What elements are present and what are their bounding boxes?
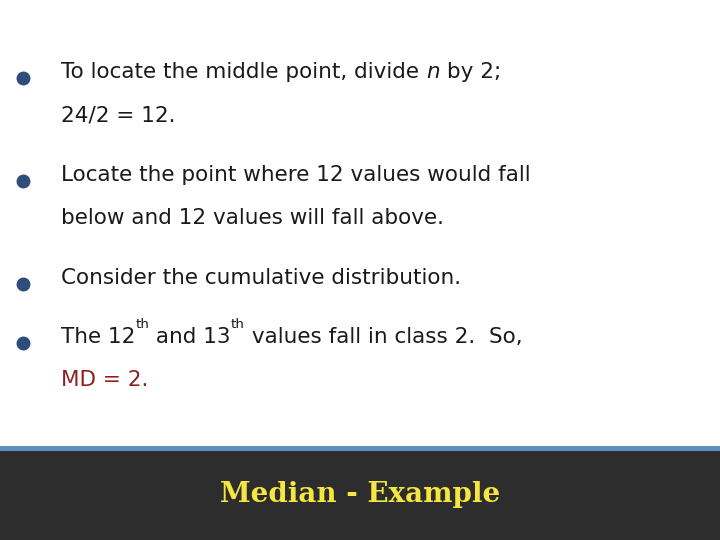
Text: MD = 2.: MD = 2. (61, 370, 148, 390)
Text: below and 12 values will fall above.: below and 12 values will fall above. (61, 208, 444, 228)
Text: and 13: and 13 (150, 327, 231, 347)
Text: th: th (231, 318, 245, 331)
Text: by 2;: by 2; (440, 62, 501, 82)
Text: 24/2 = 12.: 24/2 = 12. (61, 105, 176, 125)
Text: th: th (135, 318, 150, 331)
Bar (0, 446, 720, 451)
Text: values fall in class 2.  So,: values fall in class 2. So, (245, 327, 523, 347)
Text: Consider the cumulative distribution.: Consider the cumulative distribution. (61, 267, 462, 287)
Text: Locate the point where 12 values would fall: Locate the point where 12 values would f… (61, 165, 531, 185)
Text: n: n (426, 62, 440, 82)
Text: The 12: The 12 (61, 327, 135, 347)
Text: Median - Example: Median - Example (220, 481, 500, 508)
Bar (0, 451, 720, 540)
Text: To locate the middle point, divide: To locate the middle point, divide (61, 62, 426, 82)
